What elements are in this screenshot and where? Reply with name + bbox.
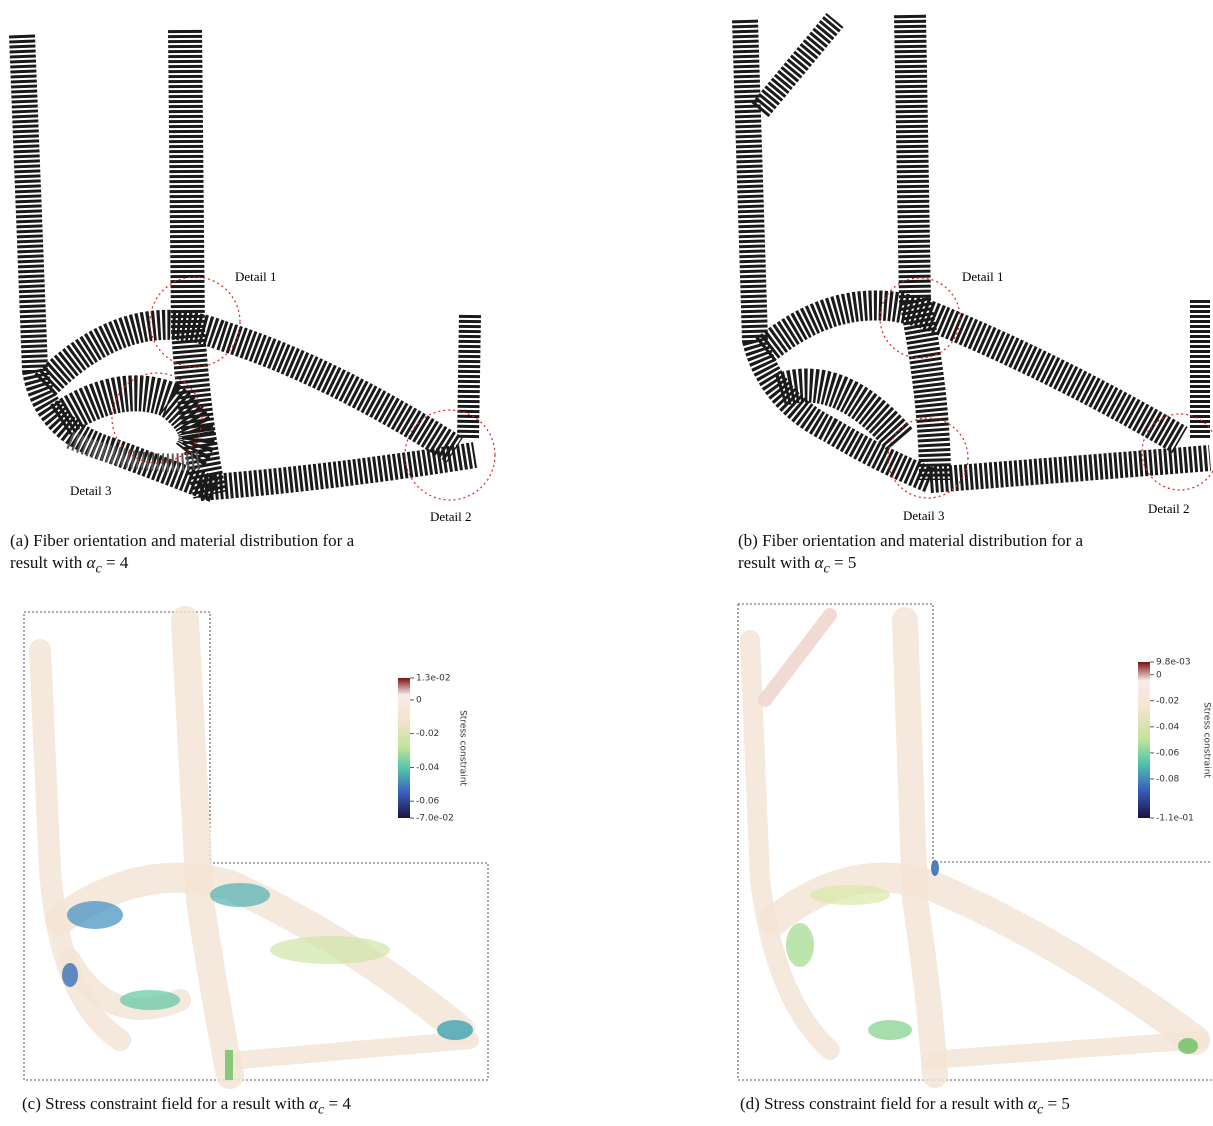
detail-label: Detail 1 [235,269,277,284]
colorbar-tick-label: -0.02 [416,729,439,739]
symbol: α [1028,1094,1037,1113]
caption-text: = 5 [830,553,857,572]
detail-label: Detail 2 [1148,501,1190,516]
caption-text: = 4 [324,1094,351,1113]
colorbar-tick-label: -0.08 [1156,774,1180,784]
symbol: α [309,1094,318,1113]
detail-label: Detail 2 [430,509,472,524]
caption-text: result with [10,553,87,572]
caption-text: = 5 [1043,1094,1070,1113]
detail-label: Detail 3 [70,483,112,498]
caption: (a) Fiber orientation and material distr… [10,530,505,579]
caption-text: (a) Fiber orientation and material distr… [10,531,354,550]
colorbar-title: Stress constraint [1202,702,1212,778]
caption-text: (c) Stress constraint field for a result… [22,1094,309,1113]
caption-text: (b) Fiber orientation and material distr… [738,531,1083,550]
colorbar-tick-label: 9.8e-03 [1156,658,1191,668]
caption-text: result with [738,553,815,572]
colorbar-tick-label: -7.0e-02 [416,814,454,824]
colorbar-tick-label: -0.06 [1156,748,1180,758]
caption: (c) Stress constraint field for a result… [22,1093,502,1120]
colorbar-tick-label: -1.1e-01 [1156,814,1194,824]
page: Detail 1 Detail 2 Detail 3 Detail 1 Deta… [0,0,1213,1126]
fiber-plot-a [22,30,475,495]
colorbar-tick-label: -0.02 [1156,696,1179,706]
colorbar [398,678,410,818]
caption-text: (d) Stress constraint field for a result… [740,1094,1028,1113]
colorbar-tick-label: -0.04 [1156,722,1180,732]
colorbar-tick-label: 1.3e-02 [416,674,451,684]
caption: (d) Stress constraint field for a result… [740,1093,1213,1120]
colorbar-title: Stress constraint [458,710,468,786]
colorbar-tick-label: 0 [416,695,422,705]
colorbar [1138,662,1150,818]
colorbar-tick-label: 0 [1156,670,1162,680]
colorbar-tick-label: -0.06 [416,797,440,807]
colorbar-tick-label: -0.04 [416,763,440,773]
fiber-plot-b [745,15,1210,480]
detail-label: Detail 3 [903,508,945,523]
caption: (b) Fiber orientation and material distr… [738,530,1213,579]
caption-text: = 4 [102,553,129,572]
detail-label: Detail 1 [962,269,1004,284]
stress-field-d [750,615,1200,1075]
